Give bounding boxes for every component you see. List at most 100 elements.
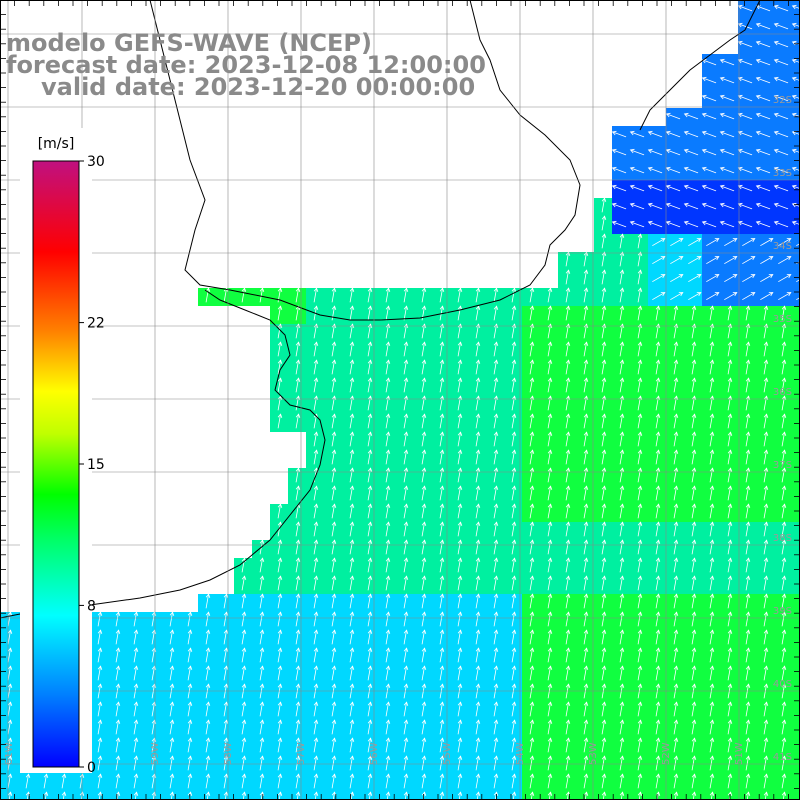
wind-arrow [760,238,773,247]
wind-arrow-head [385,287,391,293]
wind-arrow [421,342,425,357]
wind-arrow-head [43,791,49,797]
wind-arrow [637,612,641,627]
wind-arrow [511,306,515,321]
wind-arrow [745,558,749,573]
wind-arrow-head [421,629,427,635]
wind-arrow [331,324,335,339]
wind-arrow [763,360,767,375]
wind-arrow [439,738,443,753]
wind-arrow [385,594,389,609]
wind-arrow-head [313,341,319,347]
wind-arrow-head [665,202,671,208]
wind-arrow-head [367,683,373,689]
wind-arrow-head [385,791,391,797]
wind-arrow [673,324,677,339]
wind-arrow-head [727,431,733,437]
wind-arrow [619,414,623,429]
wind-arrow [133,738,137,753]
wind-arrow [439,648,443,663]
wind-arrow [7,666,11,681]
wind-arrow-head [259,611,265,617]
wind-arrow [259,288,263,303]
wind-arrow-head [241,737,247,743]
wind-arrow-head [511,647,517,653]
wind-arrow-head [781,485,787,491]
wind-arrow [565,342,569,357]
wind-arrow [259,702,263,717]
wind-arrow [385,576,389,591]
wind-arrow [565,414,569,429]
wind-arrow-head [583,683,589,689]
wind-arrow-head [7,791,13,797]
wind-arrow [331,288,335,303]
wind-arrow [313,630,317,645]
wind-arrow [655,522,659,537]
wind-arrow-head [277,593,283,599]
wind-arrow [223,702,227,717]
wind-arrow-head [277,521,283,527]
wind-arrow [745,738,749,753]
wind-arrow [745,486,749,501]
wind-arrow [601,216,605,231]
wind-arrow-head [583,503,589,509]
wind-arrow-head [673,431,679,437]
wind-arrow [637,360,641,375]
wind-arrow-head [619,467,625,473]
wind-arrow [637,324,641,339]
wind-arrow [720,221,735,228]
wind-arrow-head [547,647,553,653]
wind-arrow [691,360,695,375]
wind-arrow-head [763,647,769,653]
wind-arrow-head [421,791,427,797]
wind-arrow [745,342,749,357]
wind-arrow-head [331,629,337,635]
wind-arrow-head [493,773,499,779]
wind-arrow [763,612,767,627]
wind-arrow-head [439,647,445,653]
wind-arrow [709,378,713,393]
wind-arrow-head [601,539,607,545]
wind-arrow-head [475,341,481,347]
wind-arrow-head [295,719,301,725]
wind-arrow-head [313,737,319,743]
wind-arrow-head [737,130,743,136]
wind-arrow-head [205,647,211,653]
wind-arrow [756,221,771,228]
wind-arrow [151,630,155,645]
wind-arrow [702,149,717,156]
wind-arrow-head [385,665,391,671]
wind-arrow [745,576,749,591]
wind-arrow [727,558,731,573]
field-cell [792,360,800,378]
wind-arrow [151,612,155,627]
wind-arrow-head [763,467,769,473]
wind-arrow [655,360,659,375]
wind-arrow [223,594,227,609]
wind-arrow-head [619,647,625,653]
wind-arrow-head [709,521,715,527]
wind-arrow-head [403,737,409,743]
wind-arrow [756,59,771,66]
wind-arrow [187,756,191,771]
wind-arrow [763,702,767,717]
wind-arrow [619,288,623,303]
wind-arrow-head [223,629,229,635]
wind-arrow-head [421,719,427,725]
wind-arrow [331,540,335,555]
wind-arrow [277,378,281,393]
wind-arrow [709,738,713,753]
wind-arrow-head [763,737,769,743]
wind-arrow-head [696,256,702,261]
wind-arrow [619,612,623,627]
wind-arrow [684,149,699,156]
wind-arrow [720,59,735,66]
wind-arrow [385,702,389,717]
wind-arrow-head [786,292,792,297]
latitude-label: 36S [773,387,792,398]
wind-arrow [691,774,695,789]
wind-arrow-head [709,629,715,635]
wind-arrow-head [583,647,589,653]
wind-arrow-head [547,611,553,617]
wind-arrow [547,360,551,375]
